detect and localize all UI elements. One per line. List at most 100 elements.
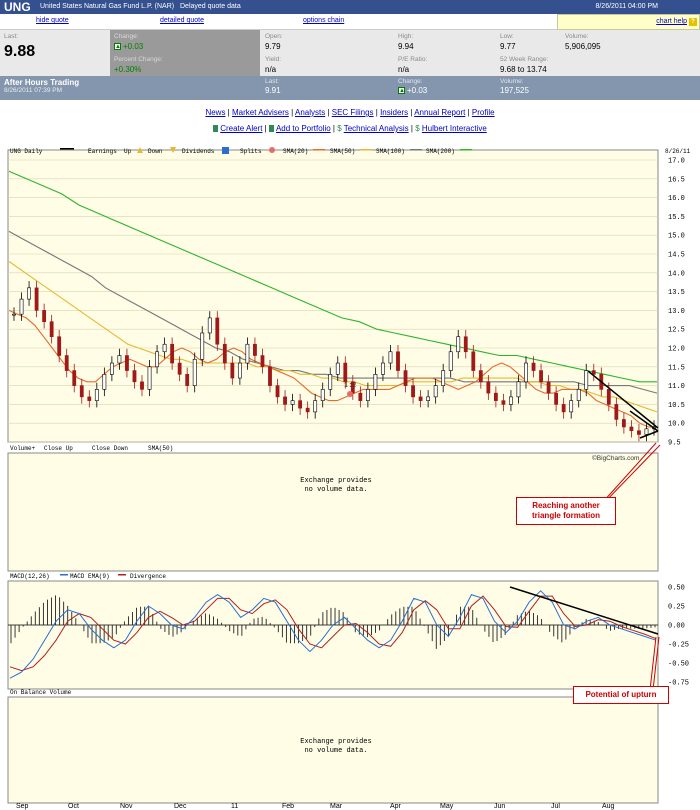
help-icon[interactable]: ? (689, 18, 697, 26)
dollar-icon: $ (337, 124, 342, 133)
up-arrow-icon: ▲ (398, 87, 405, 95)
month-label: Feb (282, 803, 294, 810)
month-label: Sep (16, 803, 29, 810)
candle-body (365, 389, 370, 401)
candle-body (486, 381, 491, 394)
price-tick-label: 15.0 (668, 233, 685, 241)
candle-body (584, 370, 589, 390)
macd-legend-divergence: Divergence (130, 573, 166, 580)
fund-name: United States Natural Gas Fund L.P. (NAR… (40, 3, 175, 10)
ah-volume-label: Volume: (500, 78, 524, 85)
sma200-line (8, 170, 657, 383)
price-tick-label: 16.5 (668, 176, 685, 184)
candle-body (215, 317, 220, 345)
volume-note-1: Exchange provides (300, 477, 371, 485)
upturn-arrow-2 (652, 636, 660, 691)
advisers-link[interactable]: Market Advisers (231, 108, 289, 117)
price-tick-label: 12.0 (668, 346, 685, 354)
macd-tick-label: -0.25 (668, 642, 689, 650)
stock-chart: 17.0 16.5 16.0 15.5 15.0 14.5 14.0 13.5 13.0 12.5… (7, 147, 691, 810)
volume-value: 5,906,095 (565, 42, 601, 51)
ah-change-label: Change: (398, 78, 423, 85)
obv-note-1: Exchange provides (300, 738, 371, 746)
vol-legend-vol: Volume+ (10, 445, 36, 452)
candle-body (57, 336, 62, 356)
candle-body (591, 370, 596, 375)
triangle-lower-line (639, 430, 659, 439)
analysts-link[interactable]: Analysts (294, 108, 326, 117)
candle-body (644, 428, 649, 435)
pe-cell: P/E Ratio: n/a (398, 56, 427, 74)
after-hours-title-cell: After Hours Trading 8/26/2011 07:39 PM (4, 78, 79, 94)
high-label: High: (398, 33, 414, 40)
obv-legend: On Balance Volume (10, 689, 72, 696)
options-chain-link[interactable]: options chain (303, 17, 345, 24)
pe-label: P/E Ratio: (398, 56, 428, 63)
legend-line-ung (60, 148, 74, 150)
candle-body (268, 366, 272, 386)
ah-change-value: +0.03 (407, 86, 428, 95)
volume-cell: Volume: 5,906,095 (565, 33, 601, 51)
create-alert-link[interactable]: Create Alert (220, 124, 263, 133)
ah-volume-cell: Volume: 197,525 (500, 78, 529, 95)
change-value: +0.03 (123, 42, 144, 51)
quote-type: Delayed quote data (180, 3, 241, 10)
candle-body (200, 332, 205, 360)
hide-quote-link[interactable]: hide quote (36, 17, 69, 24)
candle-body (117, 355, 122, 364)
candle-body (298, 400, 303, 409)
add-to-portfolio-link[interactable]: Add to Portfolio (275, 124, 331, 133)
triangle-mid-line (629, 410, 659, 432)
macd-tick-label: 0.00 (668, 623, 685, 631)
vol-legend-close-up: Close Up (44, 445, 73, 452)
candle-body (463, 336, 468, 353)
month-label: May (440, 803, 454, 810)
macd-swatch (60, 574, 68, 576)
hulbert-link[interactable]: Hulbert Interactive (421, 124, 487, 133)
bigcharts-credit: ©BigCharts.com (592, 454, 639, 462)
month-label: 11 (231, 803, 238, 810)
technical-analysis-link[interactable]: Technical Analysis (343, 124, 409, 133)
detailed-quote-link[interactable]: detailed quote (160, 17, 204, 24)
candle-body (64, 355, 69, 371)
macd-tick-label: 0.25 (668, 604, 685, 612)
candle-body (621, 419, 626, 428)
open-cell: Open: 9.79 (265, 33, 283, 51)
percent-change-cell: Percent Change: +0.30% (110, 53, 260, 76)
candle-body (27, 287, 31, 300)
split-ratio: 1:2 (344, 382, 357, 390)
annual-report-link[interactable]: Annual Report (414, 108, 466, 117)
chart-help-link[interactable]: chart help (656, 18, 687, 25)
insiders-link[interactable]: Insiders (380, 108, 409, 117)
candle-body (471, 351, 476, 371)
candle-body (531, 362, 536, 371)
sma50-swatch (360, 149, 372, 151)
ah-volume-value: 197,525 (500, 86, 529, 95)
after-hours-time: 8/26/2011 07:39 PM (4, 87, 63, 94)
candle-body (637, 430, 641, 435)
vol-legend-close-down: Close Down (92, 445, 128, 452)
news-link[interactable]: News (205, 108, 226, 117)
candle-body (335, 362, 340, 375)
price-tick-label: 9.5 (668, 440, 681, 448)
sec-filings-link[interactable]: SEC Filings (331, 108, 374, 117)
low-label: Low: (500, 33, 514, 40)
candle-body (19, 298, 24, 315)
low-value: 9.77 (500, 42, 516, 51)
price-tick-label: 12.5 (668, 327, 685, 335)
candle-body (456, 336, 461, 353)
candle-body (245, 343, 250, 364)
range-cell: 52 Week Range: 9.68 to 13.74 (500, 56, 548, 74)
candle-body (49, 321, 54, 338)
profile-link[interactable]: Profile (471, 108, 495, 117)
price-panel (7, 149, 659, 443)
chart-help: chart help ? (557, 14, 700, 30)
ah-last-label: Last: (265, 78, 280, 85)
candle-body (237, 362, 242, 379)
candle-body (478, 370, 483, 383)
candle-body (109, 362, 114, 375)
candle-body (418, 396, 423, 401)
vol-legend-sma: SMA(50) (148, 445, 173, 452)
candle-body (629, 426, 634, 432)
quote-nav: hide quote detailed quote options chain (0, 14, 700, 30)
